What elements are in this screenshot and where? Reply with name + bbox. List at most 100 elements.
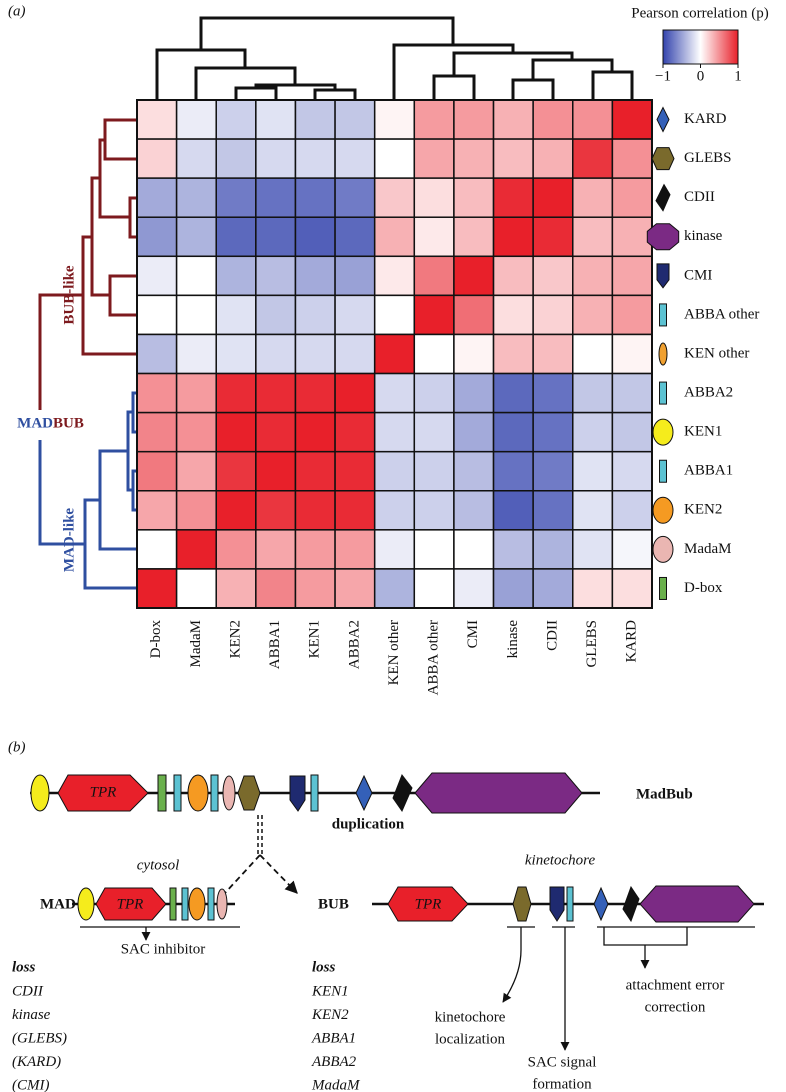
- heatmap-cell: [611, 450, 653, 492]
- heatmap-cell: [294, 99, 336, 140]
- heatmap-cell: [453, 333, 495, 375]
- heatmap-cell: [572, 177, 614, 218]
- heatmap-cell: [611, 99, 653, 140]
- heatmap-cell: [413, 294, 455, 336]
- domain-label: TPR: [117, 896, 144, 912]
- heatmap-cell: [611, 255, 653, 297]
- column-label: ABBA2: [346, 620, 362, 669]
- heatmap-cell: [373, 529, 416, 570]
- heatmap-cell: [532, 568, 574, 609]
- heatmap-cell: [294, 333, 336, 375]
- heatmap-cell: [334, 411, 376, 453]
- heatmap-cell: [215, 490, 257, 531]
- loss-item: (CMI): [12, 1077, 50, 1092]
- function-label: correction: [645, 999, 706, 1015]
- function-label: formation: [532, 1076, 592, 1092]
- root-label-bub: BUB: [53, 415, 84, 431]
- legend-label: GLEBS: [684, 150, 732, 166]
- heatmap-cell: [334, 216, 376, 258]
- heatmap-cell: [492, 99, 534, 140]
- heatmap-cell: [532, 450, 574, 492]
- bub-like-label: BUB-like: [61, 265, 77, 325]
- legend-marker: [658, 342, 668, 366]
- heatmap-cell: [492, 490, 534, 531]
- heatmap-cell: [532, 138, 574, 179]
- heatmap-cell: [492, 450, 534, 492]
- heatmap-cell: [373, 411, 416, 453]
- function-label: localization: [435, 1031, 505, 1047]
- heatmap-cell: [611, 177, 653, 218]
- legend-label: D-box: [684, 580, 723, 596]
- heatmap-cell: [255, 529, 297, 570]
- root-label-mad: MAD: [17, 415, 53, 431]
- column-dendrogram: [155, 16, 634, 100]
- heatmap-cell: [334, 255, 376, 297]
- heatmap-cell: [175, 138, 217, 179]
- heatmap-cell: [255, 294, 297, 336]
- heatmap-cell: [175, 529, 217, 570]
- heatmap-cell: [175, 99, 217, 140]
- heatmap-cell: [255, 372, 297, 414]
- heatmap-cell: [334, 568, 376, 609]
- legend-marker: [659, 303, 667, 327]
- heatmap-cell: [255, 177, 297, 218]
- heatmap-cell: [175, 490, 217, 531]
- heatmap-cell: [532, 529, 574, 570]
- loss-item: CDII: [12, 983, 44, 999]
- heatmap-cell: [611, 294, 653, 336]
- heatmap-cell: [373, 216, 416, 258]
- heatmap-cell: [373, 490, 416, 531]
- heatmap-cell: [255, 450, 297, 492]
- heatmap-cell: [611, 372, 653, 414]
- heatmap-cell: [532, 99, 574, 140]
- mad-dendrogram: [38, 391, 137, 590]
- heatmap-cell: [294, 177, 336, 218]
- loss-item: ABBA1: [311, 1030, 356, 1046]
- legend-label: CMI: [684, 267, 712, 283]
- heatmap-cell: [294, 490, 336, 531]
- heatmap-cell: [215, 450, 257, 492]
- heatmap-cell: [532, 255, 574, 297]
- heatmap-cell: [413, 177, 455, 218]
- heatmap-cell: [413, 490, 455, 531]
- panel-label: (a): [8, 3, 26, 19]
- heatmap-cell: [175, 372, 217, 414]
- heatmap-cell: [373, 568, 416, 609]
- legend-marker: [651, 147, 675, 171]
- heatmap-cell: [255, 568, 297, 609]
- heatmap-cell: [572, 99, 614, 140]
- legend-marker: [656, 106, 670, 133]
- heatmap-cell: [294, 216, 336, 258]
- heatmap-cell: [255, 255, 297, 297]
- heatmap-cell: [572, 568, 614, 609]
- heatmap-cell: [215, 177, 257, 218]
- heatmap-cell: [255, 216, 297, 258]
- heatmap-cell: [453, 450, 495, 492]
- colorbar-tick-label: 0: [697, 68, 705, 84]
- ancestor-label: MadBub: [636, 786, 693, 802]
- heatmap-cell: [136, 372, 178, 414]
- heatmap-cell: [373, 177, 416, 218]
- domain-label: TPR: [90, 784, 117, 800]
- heatmap-cell: [572, 216, 614, 258]
- heatmap-cell: [136, 568, 178, 609]
- colorbar-title: Pearson correlation (p): [631, 5, 768, 21]
- heatmap-cell: [413, 333, 455, 375]
- heatmap-cell: [136, 294, 178, 336]
- column-label: CMI: [465, 620, 481, 648]
- heatmap-cell: [611, 138, 653, 179]
- function-label: SAC signal: [528, 1054, 597, 1070]
- heatmap-cell: [532, 372, 574, 414]
- legend-marker: [656, 263, 670, 289]
- heatmap-cell: [215, 411, 257, 453]
- heatmap-cell: [175, 255, 217, 297]
- legend-marker: [655, 183, 671, 212]
- heatmap-cell: [373, 450, 416, 492]
- heatmap-cell: [492, 568, 534, 609]
- heatmap-cell: [334, 177, 376, 218]
- colorbar-tick-label: −1: [655, 68, 671, 84]
- heatmap-cell: [413, 99, 455, 140]
- heatmap-cell: [334, 294, 376, 336]
